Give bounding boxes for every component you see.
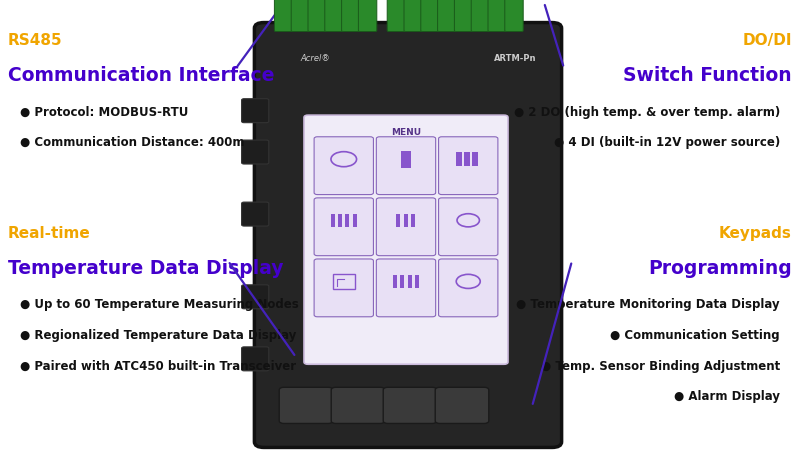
Bar bbox=[353, 214, 357, 227]
FancyBboxPatch shape bbox=[376, 198, 436, 256]
FancyBboxPatch shape bbox=[325, 0, 343, 31]
Text: ESC: ESC bbox=[298, 401, 314, 410]
Bar bbox=[338, 214, 342, 227]
FancyBboxPatch shape bbox=[376, 259, 436, 317]
Text: Conf: Conf bbox=[336, 178, 352, 184]
FancyBboxPatch shape bbox=[254, 23, 562, 447]
FancyBboxPatch shape bbox=[314, 259, 374, 317]
FancyBboxPatch shape bbox=[421, 0, 439, 31]
FancyBboxPatch shape bbox=[274, 0, 293, 31]
FancyBboxPatch shape bbox=[438, 259, 498, 317]
Bar bbox=[397, 214, 400, 227]
FancyBboxPatch shape bbox=[242, 347, 269, 371]
Text: MENU: MENU bbox=[391, 128, 421, 137]
Text: Programming: Programming bbox=[648, 258, 792, 277]
Bar bbox=[401, 151, 411, 168]
FancyBboxPatch shape bbox=[304, 115, 508, 364]
Bar bbox=[403, 214, 407, 227]
FancyBboxPatch shape bbox=[383, 387, 437, 423]
Text: ARTM-Pn: ARTM-Pn bbox=[494, 54, 536, 63]
FancyBboxPatch shape bbox=[438, 137, 498, 195]
Text: Temperature Data Display: Temperature Data Display bbox=[8, 258, 283, 277]
Bar bbox=[414, 275, 419, 288]
FancyBboxPatch shape bbox=[342, 0, 360, 31]
Text: ● Alarm Display: ● Alarm Display bbox=[674, 390, 780, 403]
Text: i: i bbox=[466, 276, 470, 286]
Text: ◄◄: ◄◄ bbox=[456, 401, 468, 410]
Text: Keypads: Keypads bbox=[719, 226, 792, 241]
FancyBboxPatch shape bbox=[242, 202, 269, 226]
Text: ● Temperature Monitoring Data Display: ● Temperature Monitoring Data Display bbox=[516, 298, 780, 312]
FancyBboxPatch shape bbox=[331, 387, 385, 423]
Bar bbox=[393, 275, 397, 288]
FancyBboxPatch shape bbox=[358, 0, 377, 31]
Text: ● 4 DI (built-in 12V power source): ● 4 DI (built-in 12V power source) bbox=[554, 136, 780, 149]
Text: ● Communication Setting: ● Communication Setting bbox=[610, 329, 780, 342]
Text: Switch Function: Switch Function bbox=[623, 66, 792, 85]
Bar bbox=[464, 152, 470, 166]
Text: ● 2 DO (high temp. & over temp. alarm): ● 2 DO (high temp. & over temp. alarm) bbox=[514, 106, 780, 119]
FancyBboxPatch shape bbox=[404, 0, 422, 31]
Text: ◄: ◄ bbox=[355, 401, 361, 410]
FancyBboxPatch shape bbox=[279, 387, 333, 423]
FancyBboxPatch shape bbox=[387, 0, 406, 31]
FancyBboxPatch shape bbox=[488, 0, 506, 31]
Text: DO/DI: DO/DI bbox=[742, 33, 792, 48]
Bar bbox=[472, 152, 478, 166]
Text: Alan: Alan bbox=[336, 300, 351, 306]
Bar bbox=[346, 214, 350, 227]
FancyBboxPatch shape bbox=[438, 198, 498, 256]
FancyBboxPatch shape bbox=[242, 99, 269, 123]
Bar bbox=[400, 275, 404, 288]
FancyBboxPatch shape bbox=[242, 140, 269, 164]
Bar bbox=[456, 152, 462, 166]
FancyBboxPatch shape bbox=[471, 0, 490, 31]
FancyBboxPatch shape bbox=[454, 0, 473, 31]
FancyBboxPatch shape bbox=[242, 285, 269, 309]
Text: Debg: Debg bbox=[397, 300, 415, 306]
FancyBboxPatch shape bbox=[314, 137, 374, 195]
Bar bbox=[407, 275, 411, 288]
Text: ● Up to 60 Temperature Measuring Nodes: ● Up to 60 Temperature Measuring Nodes bbox=[20, 298, 298, 312]
FancyBboxPatch shape bbox=[314, 198, 374, 256]
FancyBboxPatch shape bbox=[505, 0, 523, 31]
Text: ►: ► bbox=[407, 401, 413, 410]
Text: ● Regionalized Temperature Data Display: ● Regionalized Temperature Data Display bbox=[20, 329, 296, 342]
Bar bbox=[331, 214, 335, 227]
Text: Communication Interface: Communication Interface bbox=[8, 66, 274, 85]
Text: Info: Info bbox=[462, 300, 475, 306]
Text: DO: DO bbox=[401, 239, 411, 245]
Text: Acrel®: Acrel® bbox=[300, 54, 330, 63]
Text: Real-time: Real-time bbox=[8, 226, 90, 241]
Text: Para: Para bbox=[461, 178, 476, 184]
FancyBboxPatch shape bbox=[291, 0, 310, 31]
Text: Temp: Temp bbox=[397, 178, 415, 184]
FancyBboxPatch shape bbox=[438, 0, 456, 31]
Bar bbox=[411, 214, 414, 227]
Text: ● Temp. Sensor Binding Adjustment: ● Temp. Sensor Binding Adjustment bbox=[541, 360, 780, 373]
FancyBboxPatch shape bbox=[308, 0, 326, 31]
Text: DI: DI bbox=[340, 239, 347, 245]
Text: Comm: Comm bbox=[457, 239, 479, 245]
FancyBboxPatch shape bbox=[376, 137, 436, 195]
Bar bbox=[333, 274, 355, 289]
Text: ● Protocol: MODBUS-RTU: ● Protocol: MODBUS-RTU bbox=[20, 106, 188, 119]
FancyBboxPatch shape bbox=[435, 387, 489, 423]
Text: ● Paired with ATC450 built-in Transceiver: ● Paired with ATC450 built-in Transceive… bbox=[20, 360, 296, 373]
Text: ● Communication Distance: 400m: ● Communication Distance: 400m bbox=[20, 136, 245, 149]
Text: RS485: RS485 bbox=[8, 33, 62, 48]
